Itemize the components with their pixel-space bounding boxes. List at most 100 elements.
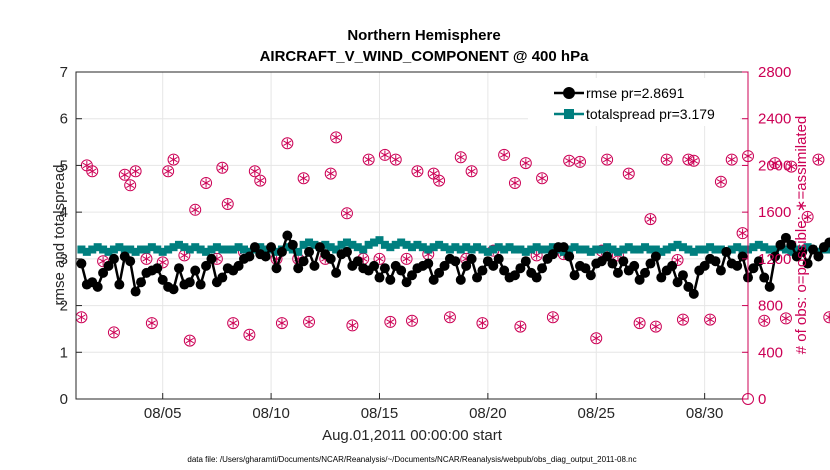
- obs-possible-marker: [156, 256, 169, 269]
- totalspread-marker: [760, 243, 769, 252]
- totalspread-marker: [467, 245, 476, 254]
- obs-assimilated-marker: [277, 318, 287, 328]
- rmse-marker: [564, 251, 575, 262]
- obs-possible-marker: [649, 320, 662, 333]
- totalspread-marker: [180, 243, 189, 252]
- totalspread-marker: [375, 236, 384, 245]
- obs-possible-marker: [769, 157, 782, 170]
- rmse-marker: [780, 232, 791, 243]
- totalspread-marker: [651, 245, 660, 254]
- legend-rmse-marker: [563, 87, 575, 99]
- obs-assimilated-marker: [646, 214, 655, 224]
- totalspread-marker: [543, 245, 552, 254]
- totalspread-marker: [494, 243, 503, 252]
- obs-possible-marker: [281, 137, 294, 150]
- rmse-marker: [195, 279, 206, 290]
- obs-possible-marker: [227, 317, 240, 330]
- obs-possible-marker: [124, 179, 137, 192]
- y2-tick-label: 2800: [758, 64, 791, 81]
- obs-possible-marker: [400, 252, 413, 265]
- rmse-marker: [396, 265, 407, 276]
- totalspread-marker: [310, 240, 319, 249]
- rmse-marker: [184, 277, 195, 288]
- obs-assimilated-marker: [380, 150, 390, 160]
- totalspread-marker: [657, 247, 666, 256]
- obs-assimilated-marker: [787, 162, 796, 172]
- totalspread-marker: [727, 245, 736, 254]
- obs-possible-marker: [519, 157, 532, 170]
- obs-assimilated-marker: [478, 318, 487, 328]
- obs-assimilated-marker: [250, 166, 259, 176]
- obs-assimilated-marker: [191, 205, 200, 215]
- totalspread-marker: [733, 243, 742, 252]
- totalspread-marker: [646, 245, 655, 254]
- obs-assimilated-marker: [429, 169, 438, 179]
- obs-assimilated-marker: [467, 166, 476, 176]
- rmse-marker: [401, 277, 412, 288]
- totalspread-marker: [781, 245, 790, 254]
- chart-subtitle: AIRCRAFT_V_WIND_COMPONENT @ 400 hPa: [260, 48, 590, 65]
- rmse-marker: [602, 251, 613, 262]
- obs-possible-marker: [660, 153, 673, 166]
- rmse-marker: [304, 246, 315, 257]
- rmse-marker: [173, 263, 184, 274]
- x-tick-label: 08/10: [252, 405, 290, 422]
- totalspread-marker: [505, 243, 514, 252]
- totalspread-marker: [294, 247, 303, 256]
- obs-assimilated-marker: [825, 312, 830, 322]
- obs-possible-marker: [644, 213, 657, 226]
- rmse-marker: [509, 270, 520, 281]
- rmse-marker: [114, 279, 125, 290]
- rmse-marker: [331, 267, 342, 278]
- x-axis-ticks: 08/05 08/10 08/15 08/20 08/25 08/30: [144, 393, 723, 422]
- obs-assimilated-marker: [602, 155, 612, 165]
- rmse-marker: [168, 284, 179, 295]
- rmse-marker: [282, 230, 293, 241]
- rmse-marker: [407, 270, 417, 281]
- totalspread-marker: [234, 243, 243, 252]
- y-axis-label: rmse and totalspread: [51, 165, 68, 306]
- rmse-marker: [152, 263, 163, 274]
- totalspread-marker: [787, 247, 796, 256]
- rmse-marker: [108, 253, 119, 264]
- rmse-marker: [612, 267, 623, 278]
- obs-assimilated-marker: [126, 180, 135, 190]
- totalspread-marker: [99, 245, 108, 254]
- rmse-marker: [385, 274, 396, 285]
- obs-assimilated-marker: [499, 150, 509, 160]
- totalspread-marker: [261, 245, 270, 254]
- rmse-marker: [515, 263, 526, 274]
- rmse-marker: [217, 272, 228, 283]
- rmse-marker: [629, 260, 640, 271]
- y2-tick-label: 2400: [758, 111, 791, 128]
- totalspread-marker: [256, 243, 265, 252]
- obs-assimilated-marker: [635, 318, 644, 328]
- totalspread-marker: [418, 243, 427, 252]
- totalspread-marker: [115, 243, 124, 252]
- rmse-marker: [721, 246, 732, 257]
- totalspread-marker: [624, 243, 633, 252]
- obs-assimilated-marker: [413, 166, 422, 176]
- rmse-marker: [699, 260, 710, 271]
- totalspread-marker: [397, 238, 406, 247]
- totalspread-marker: [435, 240, 444, 249]
- totalspread-marker: [77, 245, 86, 254]
- obs-assimilated-marker: [532, 250, 541, 260]
- obs-possible-marker: [498, 148, 511, 161]
- totalspread-marker: [169, 243, 178, 252]
- obs-possible-marker: [454, 151, 467, 164]
- rmse-marker: [667, 260, 678, 271]
- obs-assimilated-marker: [256, 176, 265, 186]
- series-lines: [76, 230, 830, 299]
- rmse-marker: [672, 277, 683, 288]
- totalspread-marker: [380, 240, 389, 249]
- totalspread-marker: [120, 245, 129, 254]
- obs-assimilated-marker: [158, 257, 167, 267]
- rmse-marker: [309, 260, 320, 271]
- totalspread-marker: [510, 245, 519, 254]
- obs-possible-marker: [671, 254, 684, 267]
- rmse-marker: [797, 246, 808, 257]
- totalspread-marker: [109, 245, 118, 254]
- totalspread-marker: [164, 245, 173, 254]
- totalspread-marker: [353, 243, 362, 252]
